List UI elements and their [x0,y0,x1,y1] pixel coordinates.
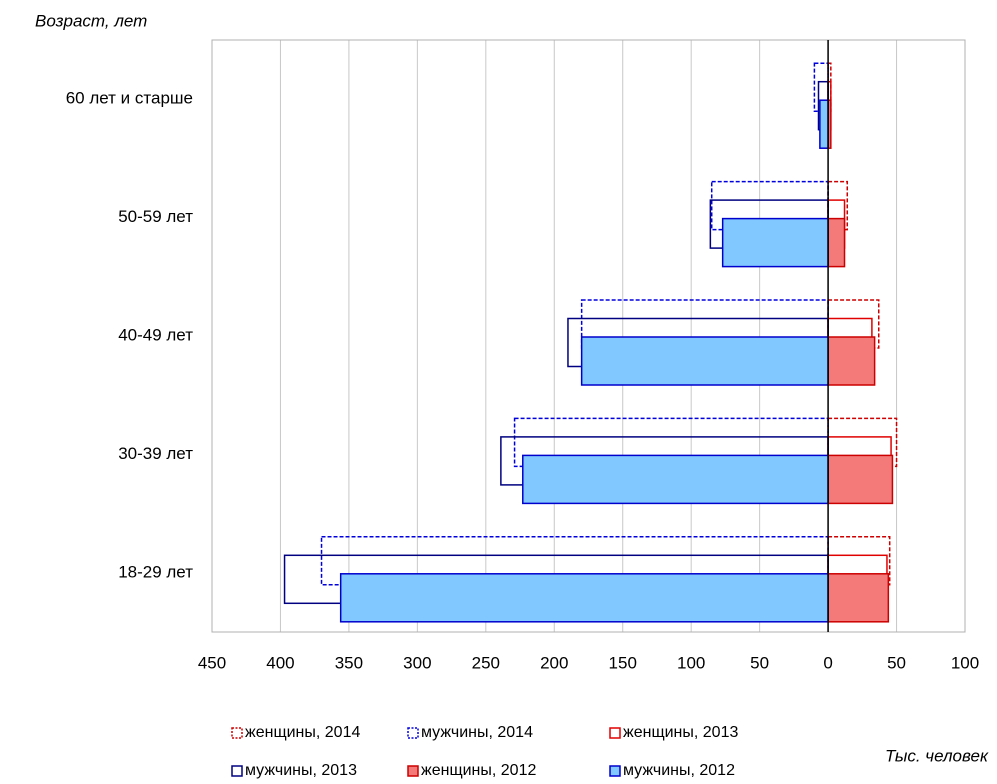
legend-label: мужчины, 2012 [623,762,735,779]
x-tick-label: 50 [887,653,906,672]
legend-swatch [231,765,243,777]
legend-swatch [609,765,621,777]
bar [827,454,894,505]
legend-label: женщины, 2013 [623,724,738,741]
bar [819,99,829,149]
bar [827,217,846,268]
bar [522,454,829,505]
bar [827,573,890,623]
legend-label: женщины, 2012 [421,762,536,779]
y-tick-label: 18-29 лет [118,562,193,581]
x-tick-label: 150 [609,653,637,672]
plot-border [211,39,966,633]
legend-label: мужчины, 2013 [245,762,357,779]
x-tick-label: 300 [403,653,431,672]
x-tick-label: 100 [677,653,705,672]
x-tick-label: 250 [472,653,500,672]
x-tick-label: 400 [266,653,294,672]
legend-swatch [407,727,419,739]
x-tick-label: 450 [198,653,226,672]
x-axis-title: Тыс. человек [885,746,989,765]
bar [827,336,876,386]
y-tick-label: 50-59 лет [118,207,193,226]
bar [580,336,829,386]
x-tick-label: 50 [750,653,769,672]
legend-swatch [231,727,243,739]
legend-swatch [407,765,419,777]
legend-label: мужчины, 2014 [421,724,533,741]
y-tick-label: 30-39 лет [118,444,193,463]
bar [721,217,829,268]
y-axis-title: Возраст, лет [35,11,147,30]
legend-swatch [609,727,621,739]
bar [339,573,829,623]
y-tick-label: 60 лет и старше [66,89,193,108]
legend-label: женщины, 2014 [245,724,360,741]
y-tick-label: 40-49 лет [118,325,193,344]
x-tick-label: 100 [951,653,979,672]
x-tick-label: 350 [335,653,363,672]
x-tick-label: 0 [823,653,832,672]
x-tick-label: 200 [540,653,568,672]
